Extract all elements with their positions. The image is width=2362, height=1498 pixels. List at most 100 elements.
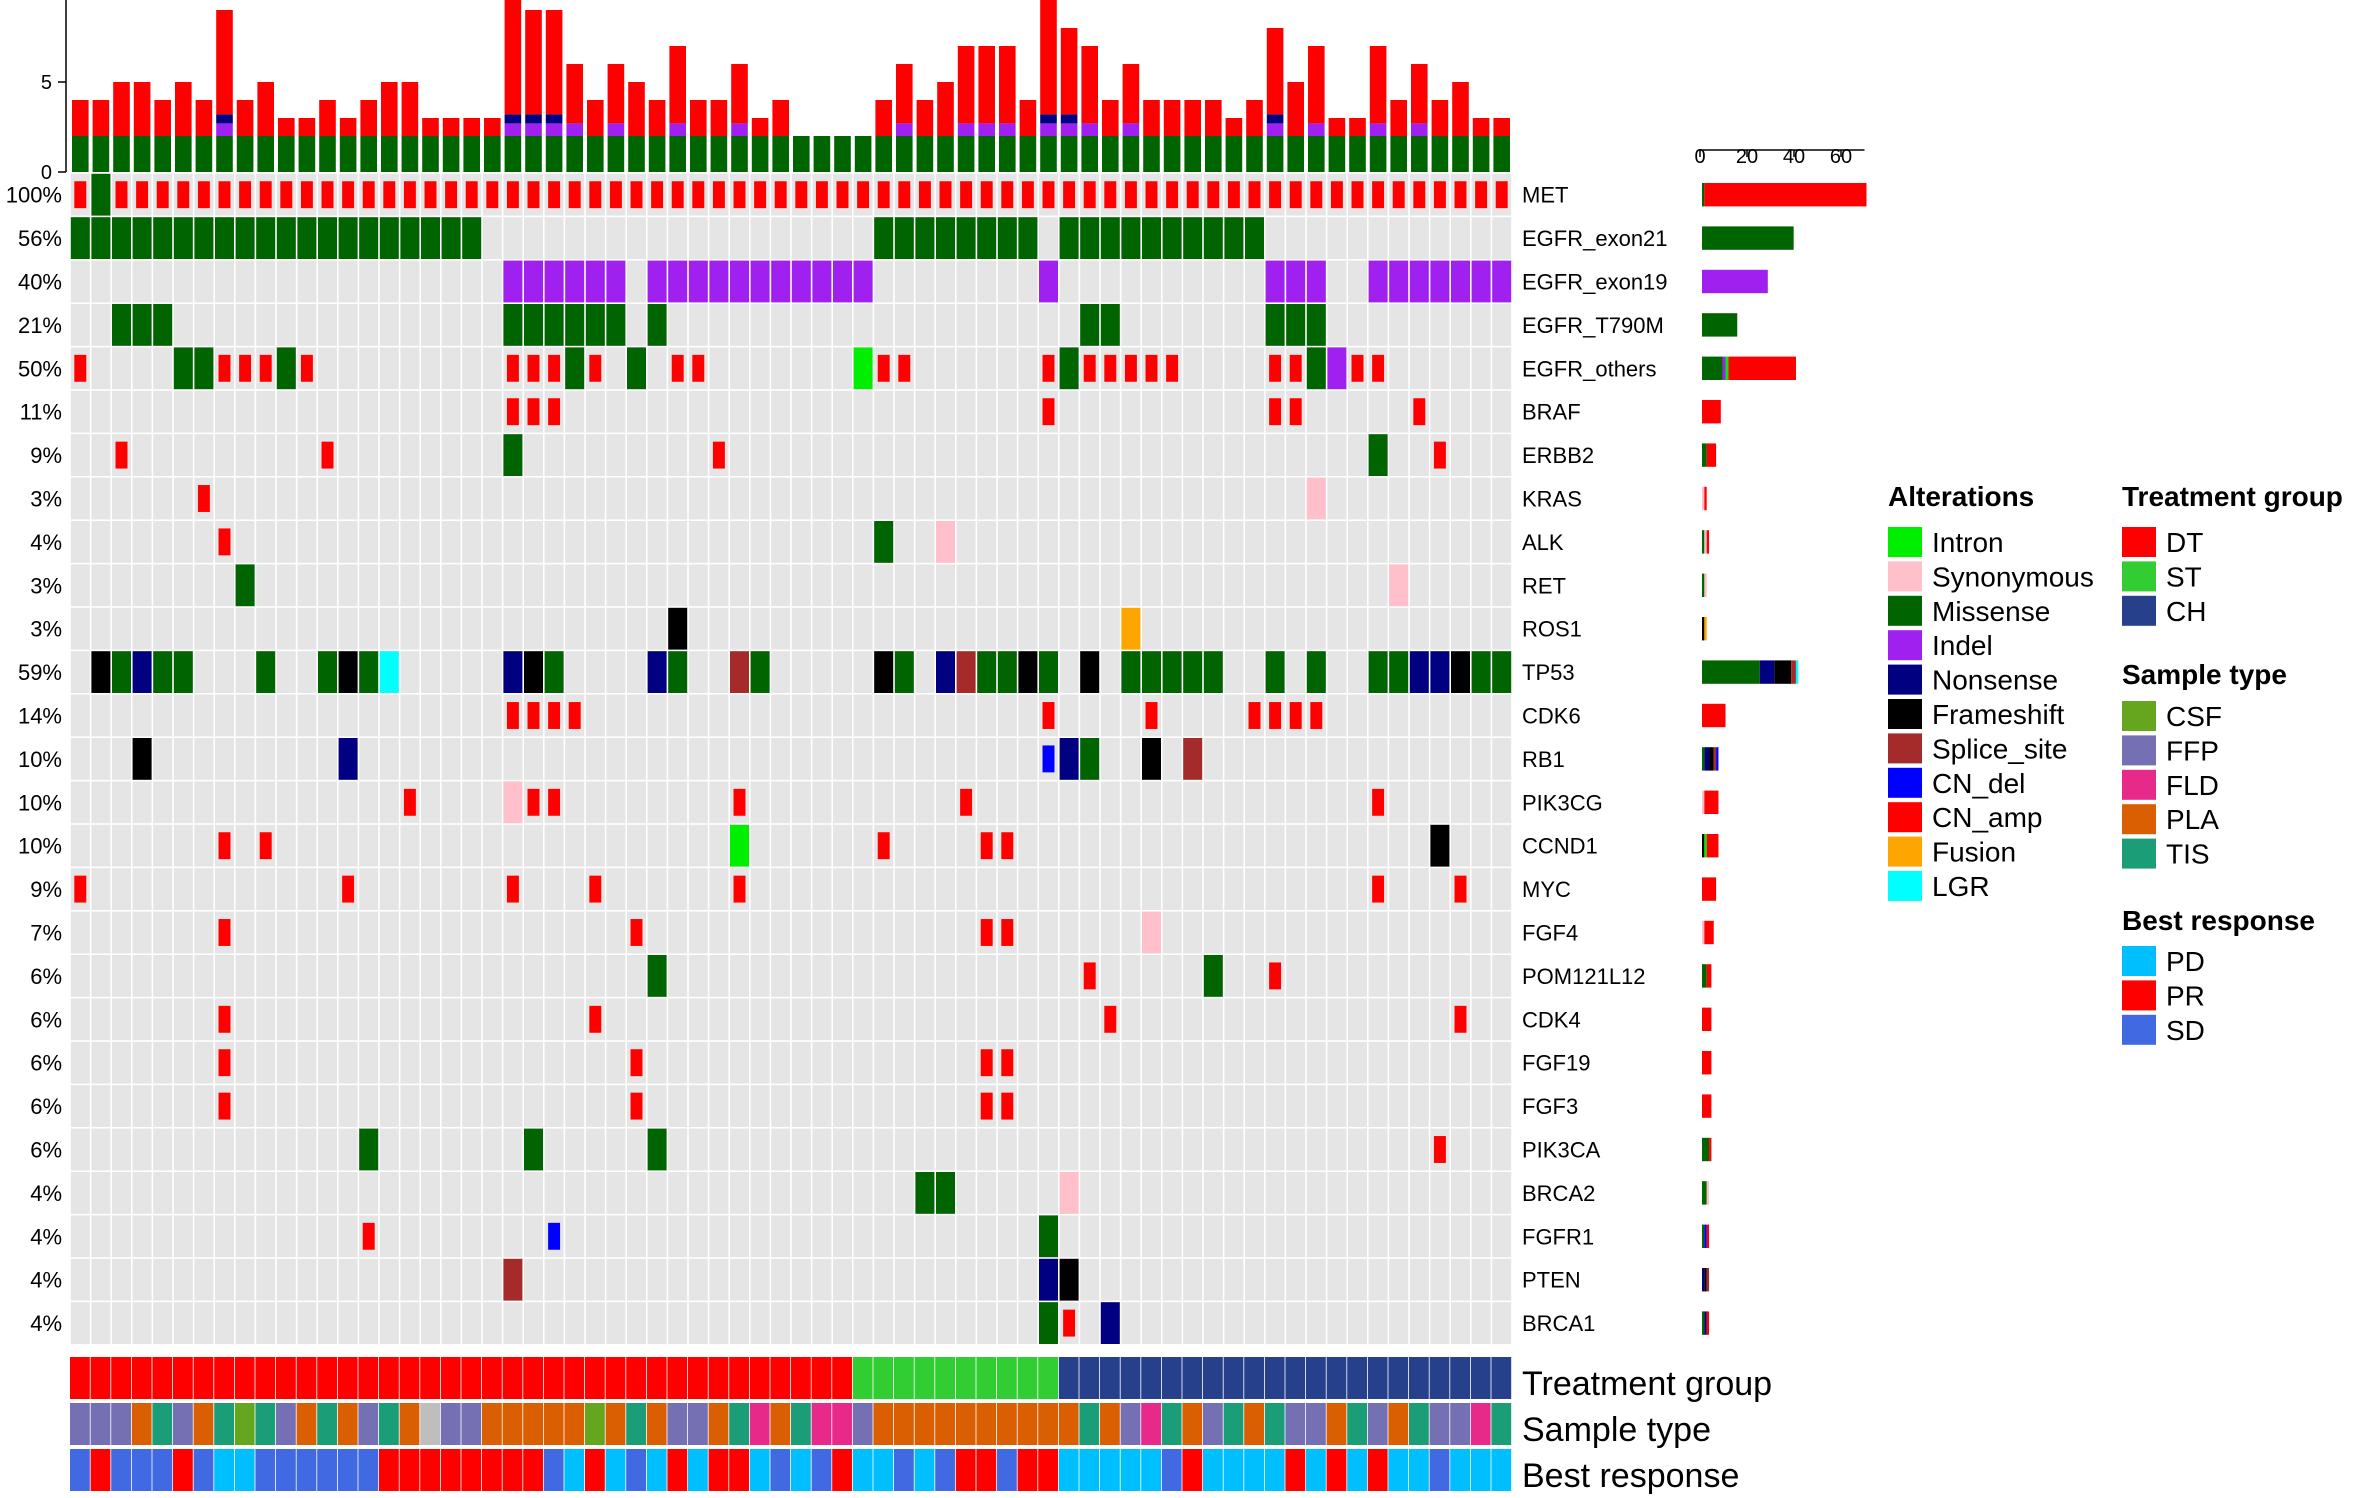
empty-cell: [1080, 390, 1100, 433]
empty-cell: [585, 1258, 605, 1301]
empty-cell: [1348, 1302, 1367, 1344]
legend-sample-label-tis: TIS: [2166, 839, 2210, 870]
empty-cell: [812, 564, 832, 607]
empty-cell: [338, 477, 358, 520]
empty-cell: [1203, 1085, 1223, 1127]
empty-cell: [997, 738, 1017, 780]
empty-cell: [1100, 260, 1120, 303]
empty-cell: [627, 694, 646, 737]
empty-cell: [524, 738, 543, 780]
empty-cell: [256, 911, 276, 954]
empty-cell: [1471, 1085, 1491, 1127]
sample-cell-ffp: [688, 1403, 708, 1445]
cell-fgf19-cn-amp: [630, 1049, 643, 1077]
count-bar-fgfr1-cn-del: [1704, 1224, 1707, 1248]
empty-cell: [709, 347, 729, 390]
empty-cell: [112, 955, 131, 997]
empty-cell: [627, 390, 646, 433]
empty-cell: [812, 1302, 832, 1344]
empty-cell: [256, 1215, 276, 1258]
empty-cell: [565, 998, 585, 1041]
tmb-bar-missense: [1390, 136, 1407, 172]
cell-tp53-frameshift: [874, 651, 894, 693]
empty-cell: [688, 998, 708, 1041]
count-bar-fgf4-synonymous: [1702, 920, 1705, 945]
empty-cell: [1018, 955, 1038, 997]
empty-cell: [153, 955, 173, 997]
empty-cell: [1245, 868, 1264, 910]
empty-cell: [173, 477, 193, 520]
gene-label-alk: ALK: [1522, 530, 1564, 555]
legend-alterations: IntronSynonymousMissenseIndelNonsenseFra…: [1888, 527, 2094, 902]
response-cell-pd: [1223, 1449, 1244, 1491]
sample-cell-pla: [523, 1403, 543, 1445]
empty-cell: [1224, 564, 1244, 607]
response-cell-sd: [131, 1449, 152, 1491]
empty-cell: [709, 304, 729, 346]
empty-cell: [771, 1128, 791, 1171]
empty-cell: [215, 1258, 234, 1301]
empty-cell: [194, 521, 214, 563]
count-bar-ccnd1-intron: [1704, 834, 1707, 858]
empty-cell: [276, 781, 296, 824]
empty-cell: [750, 998, 770, 1041]
response-cell-pd: [1450, 1449, 1470, 1491]
count-bar-egfr-others-cn-amp: [1728, 356, 1796, 380]
count-bar-fgf19-cn-amp: [1702, 1051, 1712, 1075]
empty-cell: [70, 738, 90, 780]
empty-cell: [565, 477, 585, 520]
legend-alteration-label-intron: Intron: [1932, 527, 2004, 558]
empty-cell: [997, 260, 1017, 303]
empty-cell: [812, 824, 832, 867]
empty-cell: [132, 390, 152, 433]
tmb-bar-cn-amp: [669, 46, 686, 124]
sample-cell-pla: [1244, 1403, 1264, 1445]
cell-fgfr1-missense: [1039, 1215, 1058, 1258]
cell-met-cn-amp: [671, 181, 684, 209]
cell-tp53-nonsense: [936, 651, 955, 693]
empty-cell: [173, 1085, 193, 1127]
empty-cell: [70, 477, 90, 520]
cell-cdk4-cn-amp: [1454, 1005, 1467, 1033]
empty-cell: [1492, 998, 1512, 1041]
empty-cell: [1368, 607, 1388, 650]
empty-cell: [194, 651, 214, 693]
response-cell-pr: [502, 1449, 523, 1491]
tmb-bar-nonsense: [1060, 114, 1078, 124]
empty-cell: [853, 694, 873, 737]
empty-cell: [235, 304, 255, 346]
empty-cell: [709, 955, 729, 997]
empty-cell: [173, 260, 193, 303]
cell-met-cn-amp: [1063, 181, 1076, 209]
empty-cell: [1348, 955, 1367, 997]
empty-cell: [1368, 998, 1388, 1041]
empty-cell: [441, 1041, 461, 1084]
cell-egfr-t790m-missense: [153, 304, 173, 346]
response-cell-sd: [811, 1449, 832, 1491]
empty-cell: [730, 347, 749, 390]
empty-cell: [647, 1302, 667, 1344]
empty-cell: [1430, 955, 1450, 997]
empty-cell: [1080, 477, 1100, 520]
empty-cell: [1430, 1041, 1450, 1084]
empty-cell: [1018, 564, 1038, 607]
empty-cell: [1142, 1172, 1161, 1214]
cell-tp53-frameshift: [1080, 651, 1100, 693]
cell-egfr-exon21-missense: [997, 217, 1017, 259]
empty-cell: [1245, 1128, 1264, 1171]
empty-cell: [1059, 824, 1079, 867]
empty-cell: [1059, 1085, 1079, 1127]
empty-cell: [812, 607, 832, 650]
sample-cell-fld: [1141, 1403, 1161, 1445]
tmb-bar-cn-amp: [484, 118, 501, 136]
tmb-bar-nonsense: [545, 114, 563, 124]
empty-cell: [1348, 911, 1367, 954]
empty-cell: [256, 1085, 276, 1127]
empty-cell: [297, 477, 317, 520]
empty-cell: [874, 390, 894, 433]
empty-cell: [730, 1302, 749, 1344]
empty-cell: [936, 738, 955, 780]
empty-cell: [1327, 434, 1347, 476]
empty-cell: [565, 911, 585, 954]
empty-cell: [132, 998, 152, 1041]
